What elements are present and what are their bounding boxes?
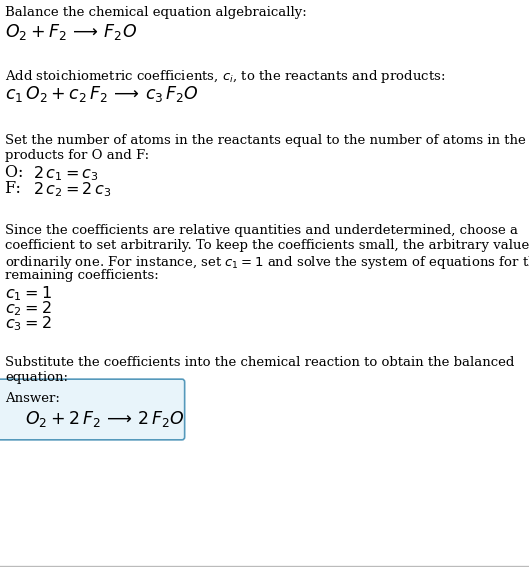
- Text: Add stoichiometric coefficients, $c_{i}$, to the reactants and products:: Add stoichiometric coefficients, $c_{i}$…: [5, 68, 445, 85]
- Text: F:: F:: [5, 180, 26, 197]
- Text: $O_{2}+F_{2}\,\longrightarrow\,F_{2}O$: $O_{2}+F_{2}\,\longrightarrow\,F_{2}O$: [5, 22, 137, 42]
- FancyBboxPatch shape: [0, 379, 185, 440]
- Text: products for O and F:: products for O and F:: [5, 149, 149, 162]
- Text: remaining coefficients:: remaining coefficients:: [5, 269, 159, 282]
- Text: $2\,c_{2}=2\,c_{3}$: $2\,c_{2}=2\,c_{3}$: [33, 180, 112, 198]
- Text: coefficient to set arbitrarily. To keep the coefficients small, the arbitrary va: coefficient to set arbitrarily. To keep …: [5, 239, 529, 252]
- Text: Answer:: Answer:: [5, 392, 60, 405]
- Text: $c_{1}=1$: $c_{1}=1$: [5, 284, 52, 303]
- Text: Since the coefficients are relative quantities and underdetermined, choose a: Since the coefficients are relative quan…: [5, 224, 518, 237]
- Text: Substitute the coefficients into the chemical reaction to obtain the balanced: Substitute the coefficients into the che…: [5, 356, 514, 369]
- Text: equation:: equation:: [5, 371, 68, 384]
- Text: Balance the chemical equation algebraically:: Balance the chemical equation algebraica…: [5, 6, 307, 19]
- Text: $c_{3}=2$: $c_{3}=2$: [5, 314, 51, 333]
- Text: ordinarily one. For instance, set $c_{1}=1$ and solve the system of equations fo: ordinarily one. For instance, set $c_{1}…: [5, 254, 529, 271]
- Text: Set the number of atoms in the reactants equal to the number of atoms in the: Set the number of atoms in the reactants…: [5, 134, 526, 147]
- Text: $O_{2}+2\,F_{2}\,\longrightarrow\,2\,F_{2}O$: $O_{2}+2\,F_{2}\,\longrightarrow\,2\,F_{…: [25, 409, 185, 429]
- Text: $2\,c_{1}=c_{3}$: $2\,c_{1}=c_{3}$: [33, 164, 99, 183]
- Text: O:: O:: [5, 164, 29, 181]
- Text: $c_{1}\,O_{2}+c_{2}\,F_{2}\,\longrightarrow\,c_{3}\,F_{2}O$: $c_{1}\,O_{2}+c_{2}\,F_{2}\,\longrightar…: [5, 84, 199, 104]
- Text: $c_{2}=2$: $c_{2}=2$: [5, 299, 51, 318]
